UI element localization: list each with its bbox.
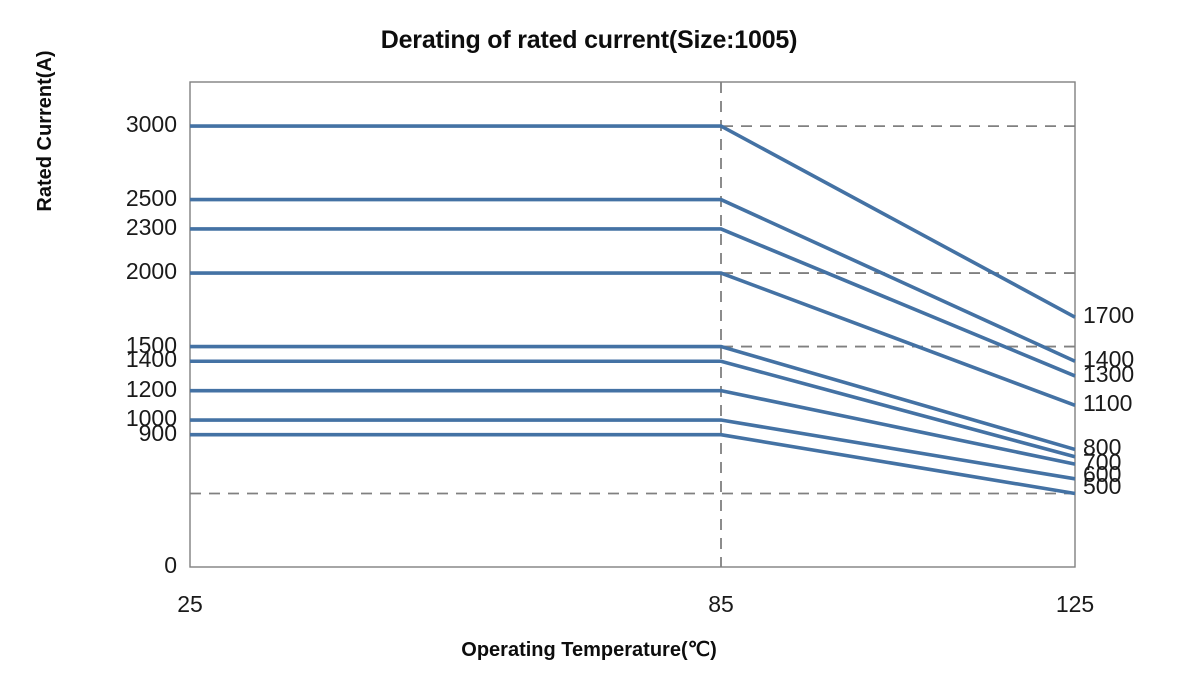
series-line [190,344,1076,452]
y-tick-left-3000: 3000 [125,111,177,138]
y-tick-left-2000: 2000 [125,258,177,285]
y-tick-right-1700: 1700 [1083,302,1135,329]
y-tick-right-600: 600 [1083,460,1122,487]
y-tick-left-1200: 1200 [125,375,177,402]
y-tick-right-700: 700 [1083,449,1122,476]
y-tick-left-1000: 1000 [125,405,177,432]
data-series [190,124,1076,496]
y-tick-right-1100: 1100 [1083,390,1133,417]
x-tick-85: 85 [708,591,734,617]
y-tick-right-500: 500 [1083,472,1122,499]
y-tick-left-2300: 2300 [125,213,177,240]
y-tick-right-1400: 1400 [1083,346,1135,373]
y-tick-zero: 0 [164,552,177,578]
series-line [190,124,1076,319]
x-tick-125: 125 [1055,591,1095,617]
series-line [190,227,1076,378]
y-tick-right-1300: 1300 [1083,360,1135,387]
series-line [190,432,1076,496]
plot-frame [189,81,1076,568]
series-line [190,197,1076,363]
series-line [190,418,1076,481]
y-tick-left-1500: 1500 [125,331,177,358]
y-tick-left-1400: 1400 [125,346,177,373]
x-tick-25: 25 [177,591,203,617]
series-line [190,388,1076,466]
y-tick-left-2500: 2500 [125,184,177,211]
y-tick-left-900: 900 [138,419,177,446]
chart-title: Derating of rated current(Size:1005) [380,26,798,54]
y-tick-right-800: 800 [1083,434,1122,461]
series-line [190,359,1076,459]
x-axis-title: Operating Temperature(℃) [461,639,717,661]
series-line [190,271,1076,408]
